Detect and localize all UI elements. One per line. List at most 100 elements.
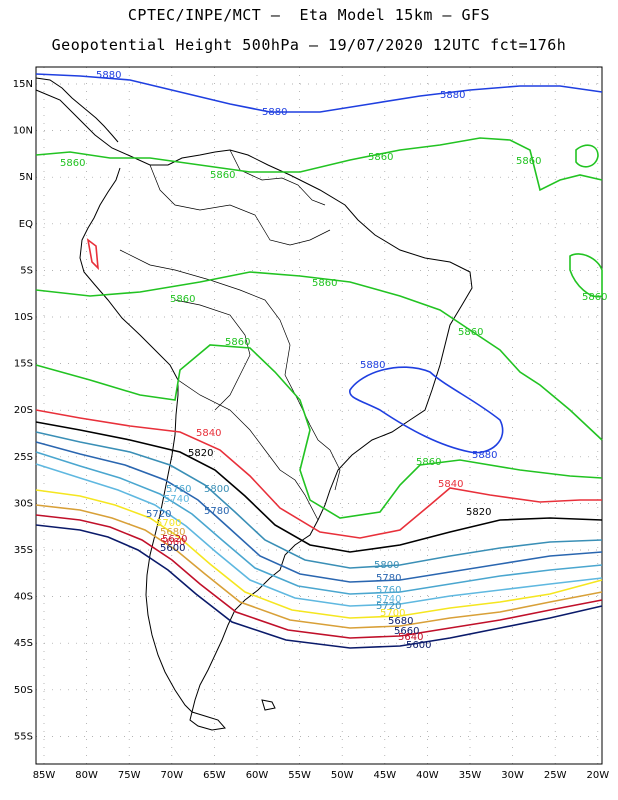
- contour-5820: [35, 421, 603, 553]
- lat-lon-grid: [36, 67, 602, 764]
- contour-label-5640: 5640: [398, 632, 423, 643]
- contour-5840: [35, 409, 602, 539]
- contour-label-5680: 5680: [388, 616, 413, 627]
- lon-label: 20W: [586, 770, 609, 781]
- contour-label-5860: 5860: [225, 337, 250, 348]
- contour-label-5860: 5860: [516, 156, 541, 167]
- contour-5680: [35, 514, 603, 639]
- contour-5660: [35, 524, 603, 649]
- contour-label-5880: 5880: [472, 450, 497, 461]
- contour-5880-north: [35, 73, 603, 113]
- contour-label-5700: 5700: [156, 518, 181, 529]
- contour-label-5700: 5700: [380, 608, 405, 619]
- contour-label-5780: 5780: [204, 506, 229, 517]
- lon-label: 70W: [160, 770, 183, 781]
- lat-label: 55S: [14, 731, 33, 742]
- contour-label-5720: 5720: [146, 509, 171, 520]
- contour-5860-north: [35, 137, 603, 192]
- lat-label: 40S: [14, 592, 33, 603]
- contour-label-5660: 5660: [394, 626, 419, 637]
- contour-label-5760: 5760: [376, 585, 401, 596]
- lon-label: 40W: [416, 770, 439, 781]
- map-subtitle: Geopotential Height 500hPa – 19/07/2020 …: [51, 36, 567, 54]
- longitude-labels: 85W 80W 75W 70W 65W 60W 55W 50W 45W 40W 35W 30W 25W 2…: [33, 770, 610, 781]
- contour-label-5860: 5860: [210, 170, 235, 181]
- contour-label-5820: 5820: [466, 507, 491, 518]
- contour-5760: [35, 451, 603, 595]
- contour-label-5840: 5840: [196, 428, 221, 439]
- tierra-del-fuego: [189, 711, 226, 731]
- contour-label-5720: 5720: [376, 601, 401, 612]
- contour-label-5880: 5880: [262, 107, 287, 118]
- contour-label-5820: 5820: [188, 448, 213, 459]
- contour-5860-mid: [35, 271, 603, 441]
- lat-label: 25S: [14, 452, 33, 463]
- contour-label-5880: 5880: [360, 360, 385, 371]
- contour-5860-east: [569, 253, 603, 298]
- lat-label: 15S: [14, 359, 33, 370]
- contour-label-5660: 5660: [160, 537, 185, 548]
- lon-label: 60W: [246, 770, 269, 781]
- lat-label: 30S: [14, 498, 33, 509]
- lon-label: 25W: [544, 770, 567, 781]
- lon-label: 65W: [203, 770, 226, 781]
- contour-label-5860: 5860: [312, 278, 337, 289]
- coastline: [35, 77, 473, 731]
- contour-5700: [35, 504, 603, 629]
- contour-5880-south: [349, 366, 504, 454]
- lon-label: 85W: [33, 770, 56, 781]
- contour-label-5760: 5760: [166, 484, 191, 495]
- contour-5800: [35, 431, 603, 569]
- lat-label: 5N: [19, 172, 33, 183]
- contour-labels: 5880 5880 5880 5880 5880 5860 5860 5860 …: [60, 70, 607, 651]
- contour-label-5800: 5800: [374, 560, 399, 571]
- contour-5860-island: [575, 144, 599, 168]
- contour-label-5880: 5880: [440, 90, 465, 101]
- contour-5720: [35, 489, 603, 619]
- contour-5740: [35, 463, 603, 607]
- contour-label-5860: 5860: [60, 158, 85, 169]
- contour-label-5880: 5880: [96, 70, 121, 81]
- lat-label: 20S: [14, 405, 33, 416]
- falkland-islands: [261, 699, 276, 711]
- lat-label: 35S: [14, 545, 33, 556]
- map-title: CPTEC/INPE/MCT – Eta Model 15km – GFS: [127, 6, 491, 24]
- contour-label-5860: 5860: [170, 294, 195, 305]
- lon-label: 80W: [75, 770, 98, 781]
- contour-label-5600: 5600: [160, 543, 185, 554]
- contour-label-5780: 5780: [376, 573, 401, 584]
- contour-label-5860: 5860: [416, 457, 441, 468]
- lon-label: 45W: [373, 770, 396, 781]
- latitude-labels: 15N 10N 5N EQ 5S 10S 15S 20S 25S 30S 35S 40S 45S 50S 5…: [13, 79, 33, 742]
- central-america-coastline: [35, 77, 119, 143]
- lat-label: 10N: [13, 126, 33, 137]
- lat-label: 45S: [14, 638, 33, 649]
- contour-label-5860: 5860: [582, 292, 607, 303]
- contour-label-5740: 5740: [376, 594, 401, 605]
- south-america-coastline: [35, 89, 473, 713]
- country-borders: [119, 149, 341, 521]
- contour-5780: [35, 441, 603, 583]
- lat-label: 50S: [14, 685, 33, 696]
- lat-label: EQ: [19, 219, 33, 230]
- contour-label-5600: 5600: [406, 640, 431, 651]
- contour-label-5620: 5620: [162, 534, 187, 545]
- lon-label: 75W: [118, 770, 141, 781]
- contour-label-5800: 5800: [204, 484, 229, 495]
- contour-label-5680: 5680: [160, 527, 185, 538]
- lat-label: 5S: [20, 265, 33, 276]
- lat-label: 10S: [14, 312, 33, 323]
- lon-label: 55W: [288, 770, 311, 781]
- lon-label: 35W: [459, 770, 482, 781]
- contour-label-5740: 5740: [164, 494, 189, 505]
- map-frame: [35, 66, 603, 765]
- lat-label: 15N: [13, 79, 33, 90]
- contour-label-5840: 5840: [438, 479, 463, 490]
- lon-label: 50W: [331, 770, 354, 781]
- lon-label: 30W: [501, 770, 524, 781]
- contour-lines: [35, 73, 603, 649]
- contour-5860-south: [35, 344, 603, 519]
- contour-label-5860: 5860: [458, 327, 483, 338]
- contour-5840-blob: [86, 238, 99, 271]
